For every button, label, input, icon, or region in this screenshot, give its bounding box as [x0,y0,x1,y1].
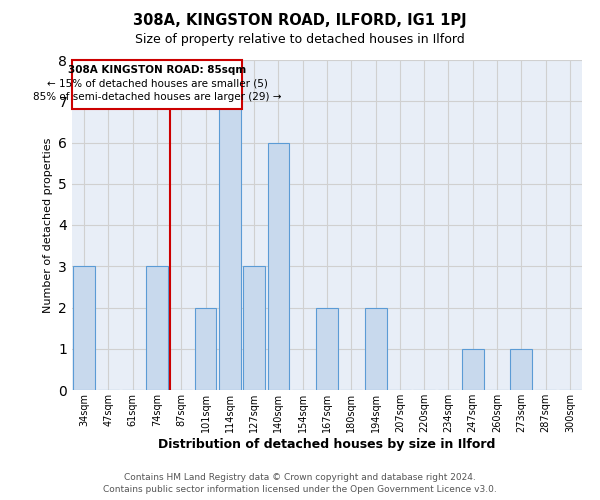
Text: Contains HM Land Registry data © Crown copyright and database right 2024.: Contains HM Land Registry data © Crown c… [124,474,476,482]
Text: 85% of semi-detached houses are larger (29) →: 85% of semi-detached houses are larger (… [33,92,281,102]
Text: Size of property relative to detached houses in Ilford: Size of property relative to detached ho… [135,32,465,46]
Bar [462,349,484,390]
Bar [268,142,289,390]
Text: 308A, KINGSTON ROAD, ILFORD, IG1 1PJ: 308A, KINGSTON ROAD, ILFORD, IG1 1PJ [133,12,467,28]
Bar [73,266,95,390]
Bar [316,308,338,390]
Bar [243,266,265,390]
Bar [194,308,217,390]
Bar [365,308,386,390]
Text: 308A KINGSTON ROAD: 85sqm: 308A KINGSTON ROAD: 85sqm [68,65,247,75]
Bar [146,266,168,390]
Y-axis label: Number of detached properties: Number of detached properties [43,138,53,312]
Bar [511,349,532,390]
FancyBboxPatch shape [73,60,242,108]
Text: Contains public sector information licensed under the Open Government Licence v3: Contains public sector information licen… [103,485,497,494]
Bar [219,101,241,390]
Text: ← 15% of detached houses are smaller (5): ← 15% of detached houses are smaller (5) [47,78,268,88]
X-axis label: Distribution of detached houses by size in Ilford: Distribution of detached houses by size … [158,438,496,450]
